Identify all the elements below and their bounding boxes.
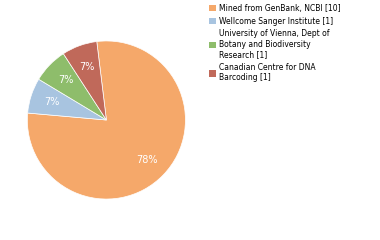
Wedge shape — [63, 42, 106, 120]
Text: 7%: 7% — [58, 75, 73, 85]
Wedge shape — [39, 54, 106, 120]
Wedge shape — [27, 41, 185, 199]
Text: 7%: 7% — [44, 97, 60, 107]
Text: 7%: 7% — [79, 61, 95, 72]
Wedge shape — [28, 79, 106, 120]
Legend: Mined from GenBank, NCBI [10], Wellcome Sanger Institute [1], University of Vien: Mined from GenBank, NCBI [10], Wellcome … — [209, 4, 340, 83]
Text: 78%: 78% — [136, 155, 158, 165]
